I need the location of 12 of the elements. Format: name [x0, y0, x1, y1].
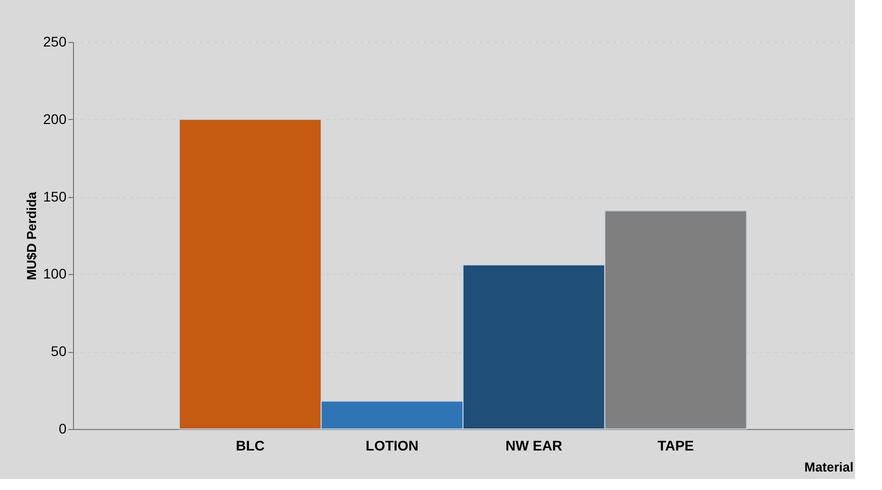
- x-tick-label: LOTION: [366, 438, 419, 454]
- y-tick-label: 0: [58, 420, 67, 436]
- x-tick-label: BLC: [236, 438, 265, 454]
- x-tick-label: NW EAR: [506, 438, 562, 454]
- y-axis-title: MU$D Perdida: [24, 191, 40, 280]
- y-tick-label: 250: [43, 34, 67, 50]
- x-axis-title: Material: [804, 460, 854, 474]
- x-tick-label: TAPE: [658, 438, 694, 454]
- y-tick-label: 50: [50, 343, 67, 360]
- y-tick-label: 200: [43, 110, 67, 127]
- y-tick-label: 150: [43, 188, 67, 204]
- y-tick-label: 100: [43, 266, 67, 282]
